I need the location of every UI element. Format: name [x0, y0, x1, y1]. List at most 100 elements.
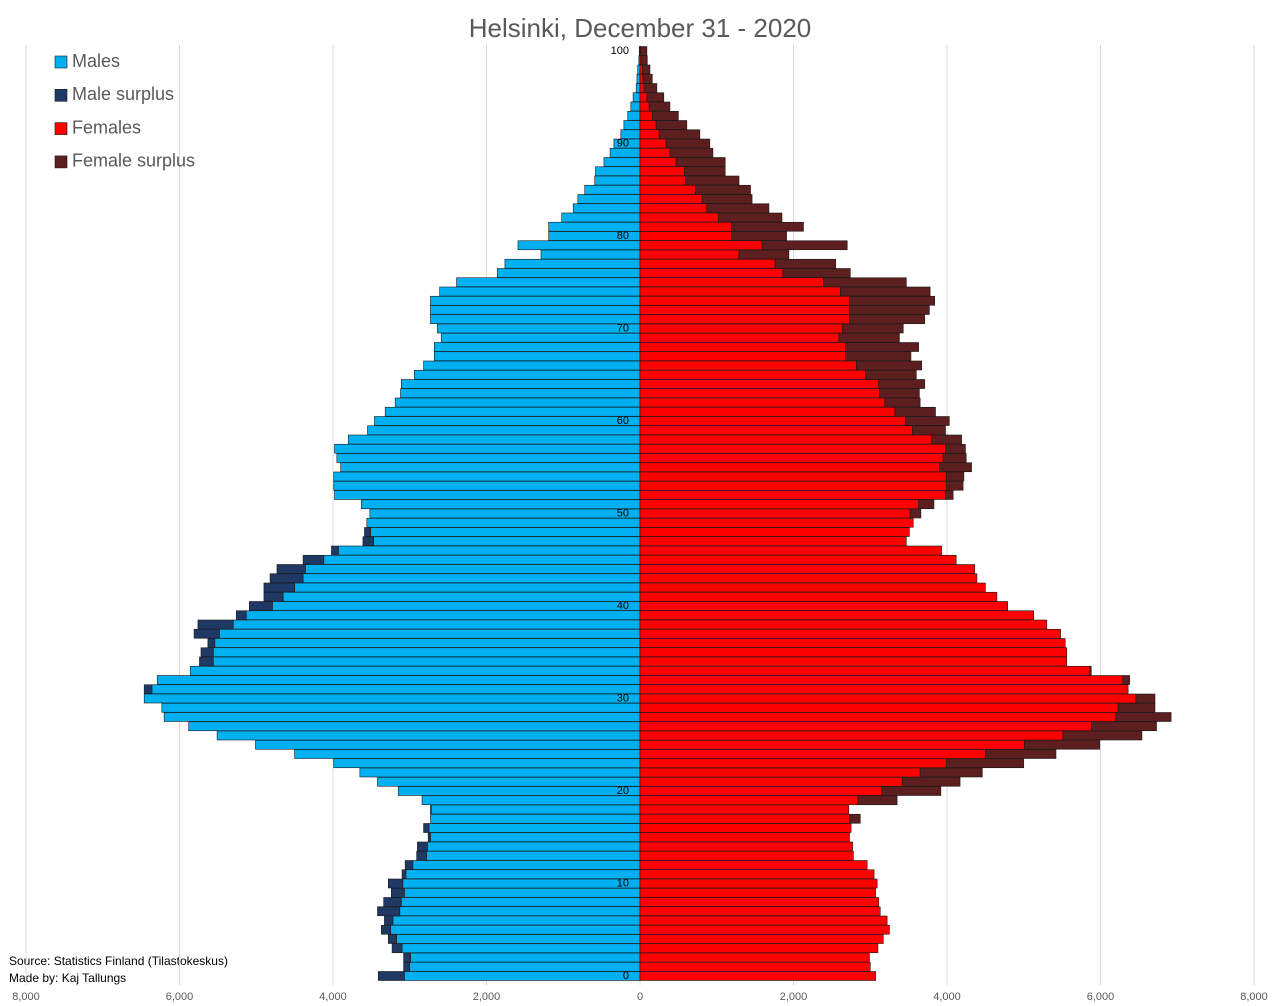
bar-segment [188, 721, 641, 732]
bar-segment [655, 120, 688, 130]
y-tick-label: 30 [617, 692, 629, 704]
bar-segment [639, 665, 1091, 676]
bar-segment [197, 619, 234, 630]
bar-segment [276, 564, 306, 574]
bar-segment [163, 712, 641, 722]
bar-segment [639, 554, 957, 565]
bar-segment [651, 110, 679, 121]
bar-segment [849, 314, 926, 325]
bar-segment [639, 564, 975, 574]
bar-segment [639, 591, 998, 602]
bar-segment [646, 92, 665, 103]
bar-segment [620, 129, 641, 140]
bar-segment [639, 416, 906, 426]
bar-segment [865, 369, 917, 380]
bar-segment [193, 628, 220, 639]
bar-segment [639, 943, 879, 954]
bar-segment [639, 240, 763, 251]
y-tick-label: 0 [623, 970, 629, 982]
bar-segment [639, 619, 1048, 630]
bar-segment [639, 397, 886, 408]
bar-segment [439, 286, 641, 297]
y-tick-label: 40 [617, 600, 629, 612]
bar-segment [609, 147, 641, 158]
bar-segment [945, 471, 965, 482]
bar-segment [639, 776, 903, 787]
legend-label: Females [72, 117, 141, 137]
bar-segment [370, 527, 641, 537]
bar-segment [235, 610, 247, 621]
bar-segment [397, 786, 641, 796]
bar-segment [412, 860, 641, 870]
bar-segment [639, 92, 648, 103]
bar-segment [272, 601, 641, 611]
bar-segment [496, 268, 641, 278]
bar-segment [639, 406, 896, 417]
bar-segment [427, 841, 641, 852]
bar-segment [669, 147, 714, 158]
bar-segment [881, 786, 942, 796]
bar-segment [212, 656, 641, 667]
bar-segment [856, 360, 922, 371]
bar-segment [639, 813, 850, 824]
bar-segment [717, 212, 783, 223]
bar-segment [367, 425, 641, 436]
bar-segment [684, 175, 740, 186]
bar-segment [390, 924, 641, 935]
bar-segment [639, 388, 880, 399]
y-tick-label: 100 [611, 45, 629, 57]
bar-segment [333, 758, 641, 769]
bar-segment [639, 804, 850, 815]
bar-segment [404, 971, 641, 981]
y-tick-label: 70 [617, 322, 629, 334]
bar-segment [161, 702, 641, 713]
bar-segment [428, 823, 641, 833]
bar-segment [639, 323, 843, 334]
bar-segment [639, 184, 696, 195]
bar-segment [302, 554, 325, 565]
bar-segment [207, 638, 216, 648]
bar-segment [427, 832, 431, 843]
bar-segment [374, 416, 641, 426]
bar-segment [639, 277, 824, 288]
bar-segment [639, 231, 732, 241]
bar-segment [639, 360, 857, 371]
bar-segment [430, 804, 641, 815]
bar-segment [840, 286, 931, 297]
bar-segment [143, 684, 153, 695]
x-tick-label: 8,000 [1240, 991, 1268, 1003]
bar-segment [640, 46, 648, 56]
bar-segment [639, 869, 875, 880]
bar-segment [774, 258, 837, 269]
bar-segment [383, 897, 402, 907]
bar-segment [639, 702, 1119, 713]
bar-segment [782, 268, 851, 278]
bar-segment [255, 739, 641, 750]
bar-segment [945, 758, 1025, 769]
bar-segment [639, 425, 913, 436]
legend-label: Males [72, 51, 120, 71]
bar-segment [939, 462, 972, 473]
bar-segment [905, 416, 950, 426]
y-tick-label: 20 [617, 785, 629, 797]
bar-segment [632, 92, 641, 103]
bar-segment [639, 952, 870, 963]
y-tick-label: 60 [617, 415, 629, 427]
bar-segment [639, 295, 850, 306]
bar-segment [945, 480, 964, 491]
bar-segment [639, 101, 650, 112]
bar-segment [232, 619, 641, 630]
bar-segment [639, 860, 868, 870]
bar-segment [401, 897, 641, 907]
bar-segment [391, 943, 403, 954]
bar-segment [405, 869, 641, 880]
bar-segment [639, 129, 660, 140]
bar-segment [331, 545, 339, 556]
bar-segment [401, 379, 641, 389]
bar-segment [430, 804, 432, 815]
x-tick-label: 0 [637, 991, 643, 1003]
legend-swatch [54, 155, 68, 169]
bar-segment [1089, 665, 1092, 676]
bar-segment [391, 887, 405, 898]
bar-segment [414, 369, 641, 380]
